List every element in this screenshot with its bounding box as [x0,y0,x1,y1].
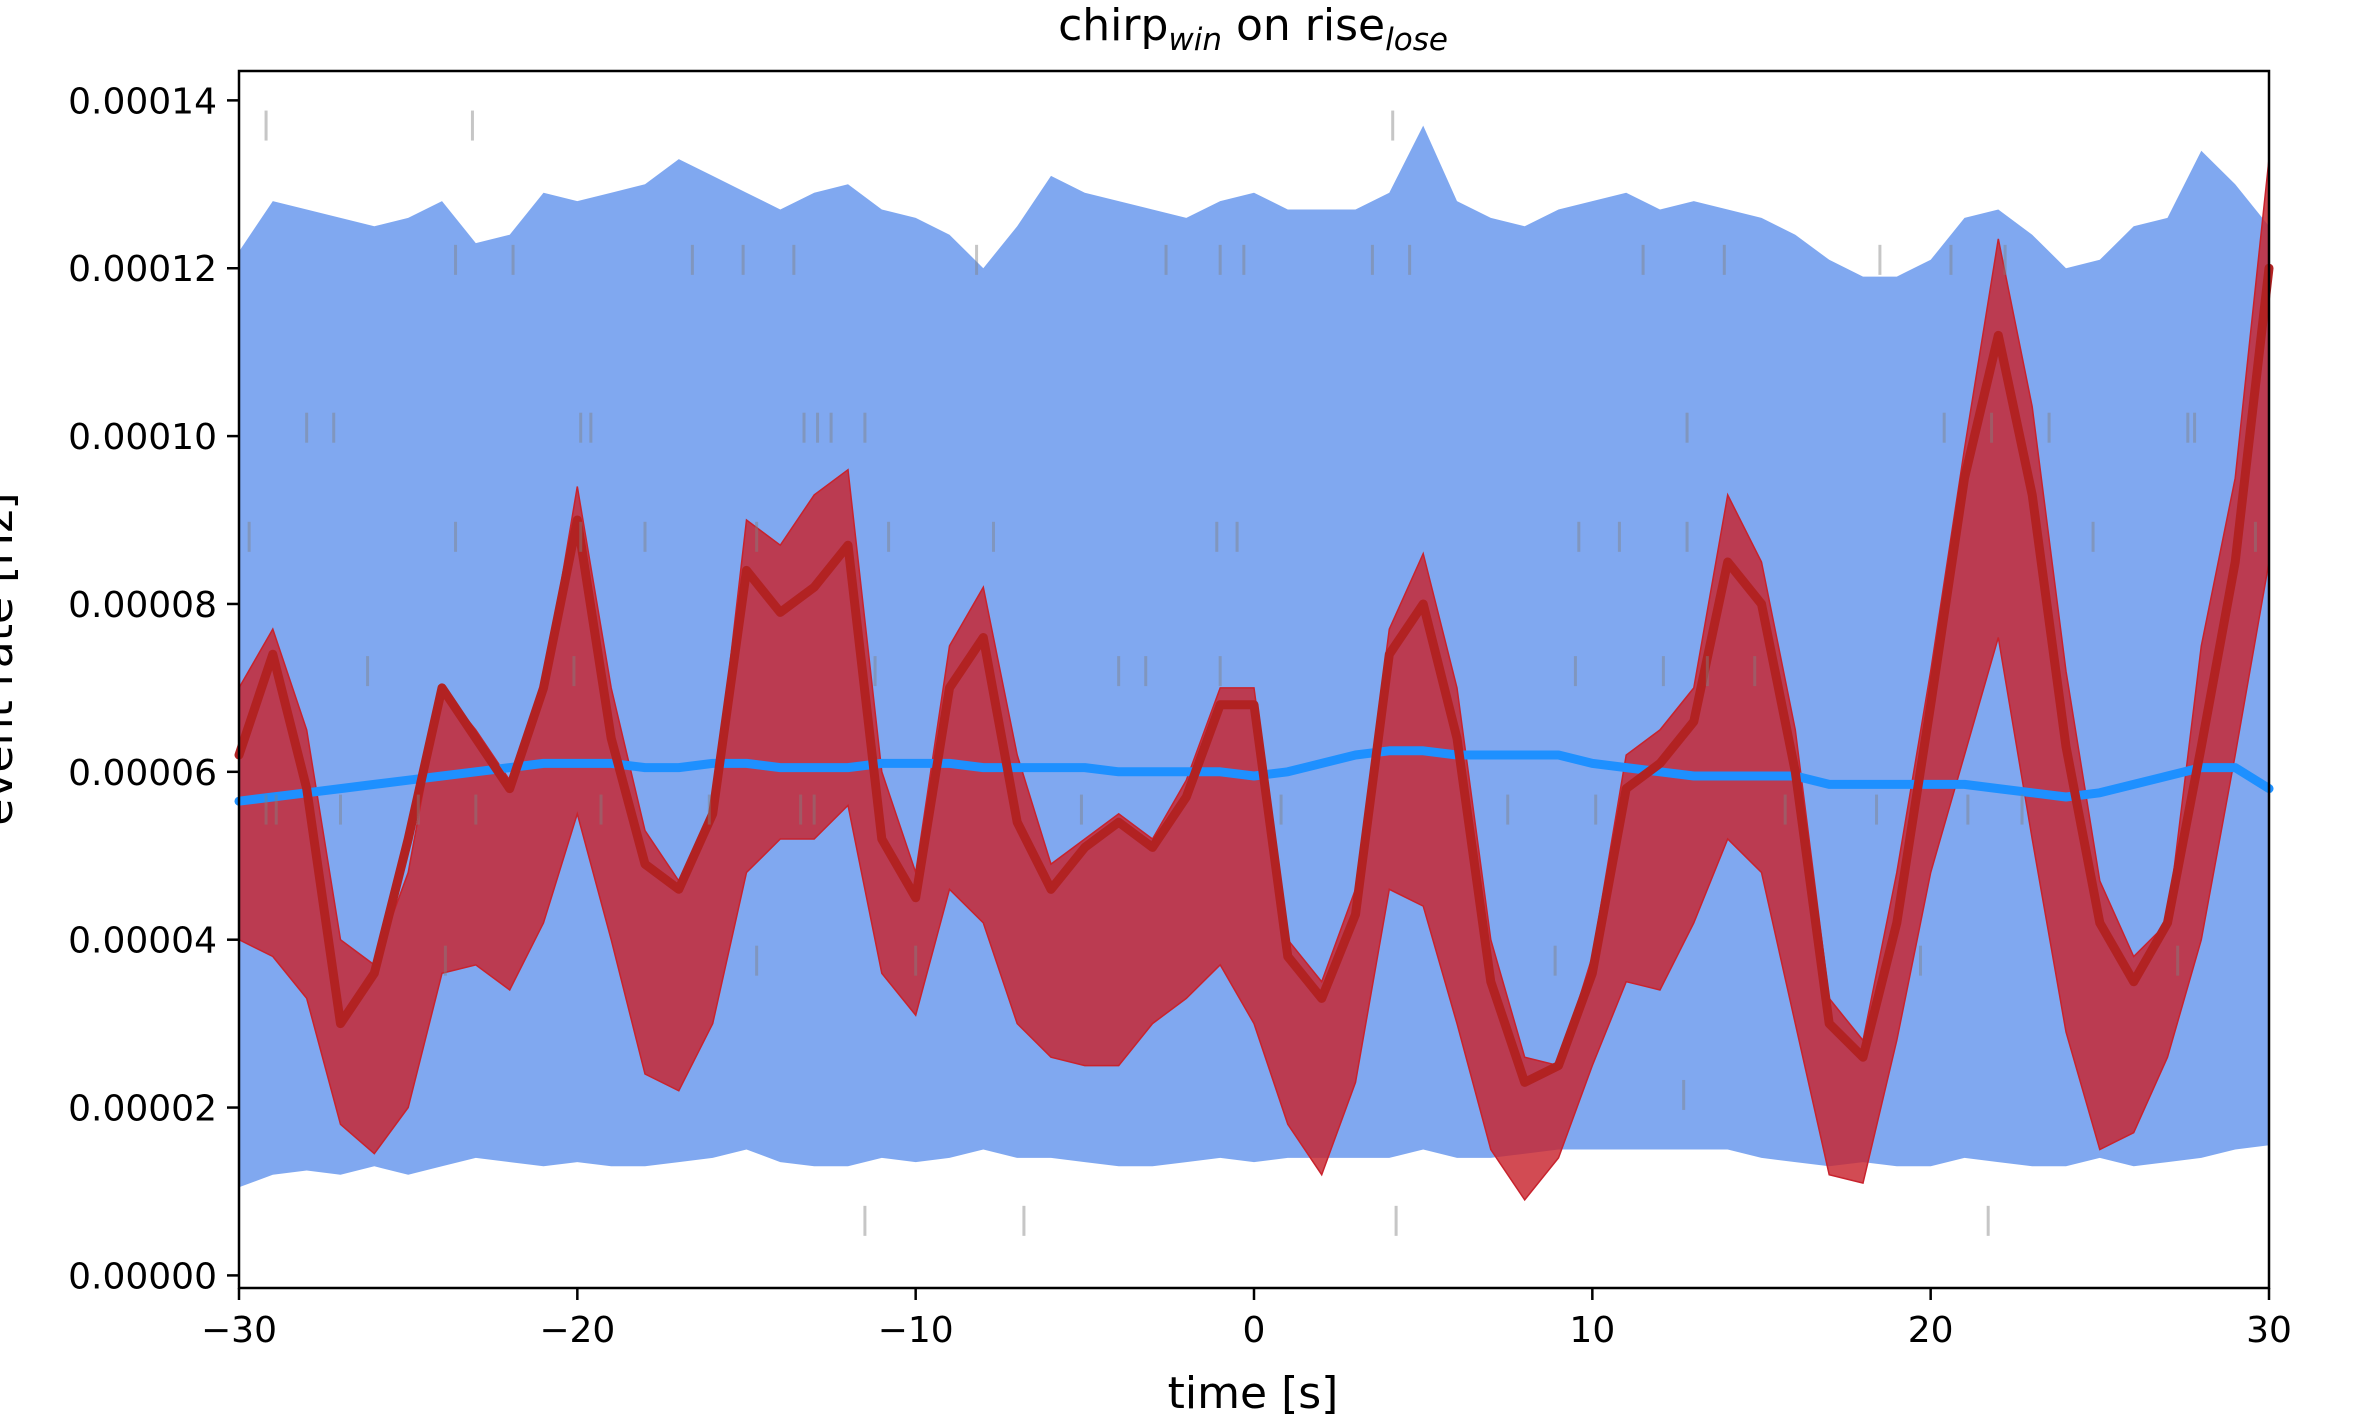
series-layer [234,125,2274,1202]
shuffled-band [239,125,2269,1188]
chart-title: chirpwin on riselose [1058,0,1448,58]
x-tick-label: 20 [1908,1310,1954,1351]
title-main: chirp [1058,0,1168,51]
x-tick-label: 10 [1569,1310,1615,1351]
y-tick-label: 0.00004 [68,921,217,962]
observed-median-line [234,263,2274,1087]
x-tick-label: 30 [2246,1310,2292,1351]
y-tick-label: 0.00008 [68,585,217,626]
y-axis-label: event rate [Hz] [0,492,23,825]
event-raster [247,110,2257,1236]
shuffled-median-line [234,746,2274,806]
x-tick-label: −30 [201,1310,277,1351]
plot-area [234,110,2274,1236]
x-tick-label: −10 [878,1310,954,1351]
y-tick-label: 0.00012 [68,249,217,290]
title-second-subscript: lose [1385,22,1448,58]
title-main-subscript: win [1168,22,1222,58]
y-tick-label: 0.00010 [68,417,217,458]
title-connector: on [1222,0,1305,51]
x-tick-label: 0 [1243,1310,1266,1351]
x-axis: −30 −20 −10 0 10 20 30 [201,1288,2292,1351]
y-tick-label: 0.00006 [68,753,217,794]
y-tick-label: 0.00002 [68,1089,217,1130]
y-tick-label: 0.00000 [68,1256,217,1297]
title-second: rise [1305,0,1385,51]
x-tick-label: −20 [539,1310,615,1351]
y-axis: 0.00000 0.00002 0.00004 0.00006 0.00008 0.000… [68,81,239,1297]
y-tick-label: 0.00014 [68,81,217,122]
x-axis-label: time [s] [1168,1368,1339,1417]
